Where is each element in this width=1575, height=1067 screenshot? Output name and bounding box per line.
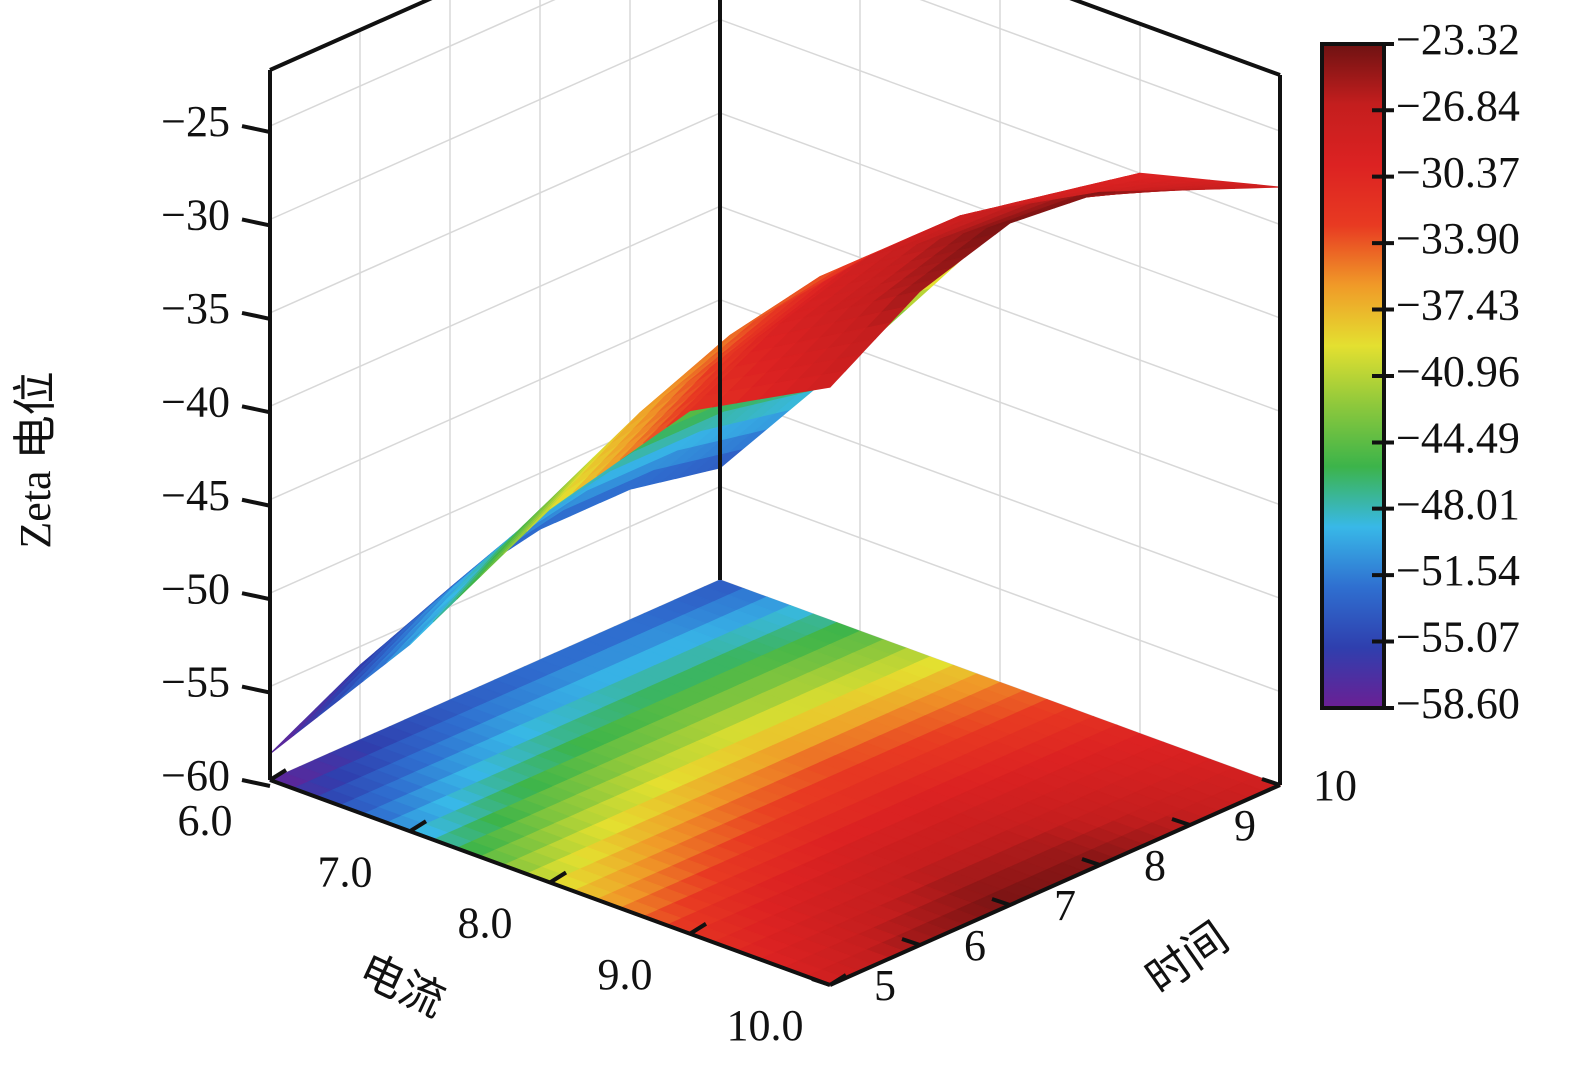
y-tick bbox=[1171, 817, 1191, 827]
x-tick bbox=[268, 768, 288, 782]
z-tick-label: −30 bbox=[161, 191, 230, 240]
x-axis-label: 电流 bbox=[352, 945, 452, 1027]
colorbar-tick-label: −23.32 bbox=[1396, 15, 1520, 64]
z-tick bbox=[241, 684, 271, 695]
y-tick-label: 6 bbox=[964, 921, 986, 970]
y-tick-label: 8 bbox=[1144, 841, 1166, 890]
colorbar-tick-label: −26.84 bbox=[1396, 81, 1520, 130]
colorbar-tick-label: −55.07 bbox=[1396, 613, 1520, 662]
z-tick-label: −45 bbox=[161, 471, 230, 520]
x-tick bbox=[548, 870, 568, 885]
x-tick bbox=[408, 819, 428, 833]
grid-line bbox=[269, 112, 1281, 319]
y-tick-label: 9 bbox=[1234, 801, 1256, 850]
colorbar-tick-label: −51.54 bbox=[1396, 546, 1520, 595]
colorbar-tick-label: −48.01 bbox=[1396, 480, 1520, 529]
z-tick bbox=[241, 591, 271, 602]
y-tick bbox=[1261, 777, 1281, 787]
x-tick bbox=[688, 922, 708, 936]
surface-patch bbox=[292, 701, 333, 736]
z-tick-label: −50 bbox=[161, 564, 230, 613]
colorbar-tick-label: −33.90 bbox=[1396, 214, 1520, 263]
z-tick-label: −40 bbox=[161, 377, 230, 426]
y-tick bbox=[1081, 857, 1101, 867]
surface-patch bbox=[805, 370, 847, 392]
surface-patch bbox=[269, 720, 309, 755]
y-tick-label: 7 bbox=[1054, 881, 1076, 930]
z-tick-label: −60 bbox=[161, 751, 230, 800]
surface bbox=[269, 172, 1281, 755]
box-edge bbox=[1069, 0, 1281, 77]
z-tick-label: −35 bbox=[161, 284, 230, 333]
x-tick-label: 9.0 bbox=[598, 950, 653, 999]
x-tick-label: 10.0 bbox=[727, 1001, 804, 1050]
colorbar-tick-label: −58.60 bbox=[1396, 679, 1520, 728]
colorbar: −23.32 −26.84 −30.37 −33.90 −37.43 −40.96 −44.… bbox=[1320, 15, 1520, 728]
box-edge bbox=[269, 0, 433, 72]
y-tick-label: 10 bbox=[1313, 761, 1357, 810]
x-tick-label: 8.0 bbox=[458, 899, 513, 948]
z-tick bbox=[241, 310, 271, 321]
colorbar-tick-label: −40.96 bbox=[1396, 347, 1520, 396]
z-tick bbox=[241, 404, 271, 415]
grid-line bbox=[269, 0, 1281, 132]
y-tick bbox=[811, 977, 831, 987]
z-tick bbox=[241, 217, 271, 228]
colorbar-tick-label: −37.43 bbox=[1396, 281, 1520, 330]
x-tick bbox=[828, 973, 848, 987]
z-tick bbox=[241, 124, 271, 135]
axes: −25 −30 −35 −40 −45 −50 −55 −606.0 7.0 8.0 9.0 10.0… bbox=[161, 0, 1357, 1050]
grid-line bbox=[269, 18, 1281, 226]
z-tick-label: −55 bbox=[161, 658, 230, 707]
z-tick-label: −25 bbox=[161, 97, 230, 146]
colorbar-tick-label: −44.49 bbox=[1396, 414, 1520, 463]
z-tick bbox=[241, 778, 271, 788]
grid-line bbox=[269, 392, 1281, 599]
floor bbox=[268, 579, 1282, 986]
y-tick bbox=[991, 897, 1011, 907]
box-edge bbox=[829, 783, 1281, 987]
x-tick-label: 6.0 bbox=[178, 796, 233, 845]
colorbar-tick-label: −30.37 bbox=[1396, 148, 1520, 197]
y-tick bbox=[901, 937, 921, 947]
z-tick bbox=[241, 497, 271, 508]
y-axis-label: 时间 bbox=[1137, 913, 1237, 1004]
z-axis-label: Zeta 电位 bbox=[11, 371, 60, 548]
x-tick-label: 7.0 bbox=[318, 847, 373, 896]
y-tick-label: 5 bbox=[874, 961, 896, 1010]
